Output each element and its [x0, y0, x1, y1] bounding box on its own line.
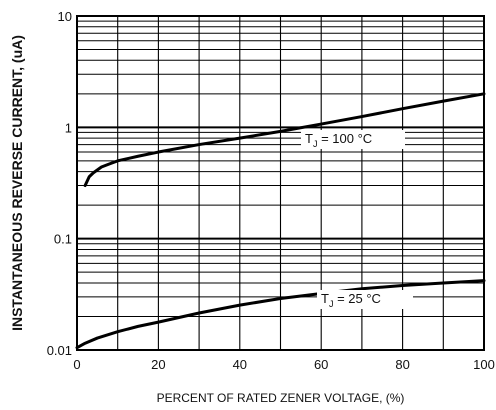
y-tick-label: 1 [65, 120, 72, 135]
y-axis-label: INSTANTANEOUS REVERSE CURRENT, (uA) [9, 35, 25, 331]
annotations: TJ = 100 °C TJ = 25 °C [301, 130, 413, 309]
grid [77, 16, 484, 350]
y-tick-label: 0.1 [54, 232, 72, 247]
x-tick-label: 20 [151, 357, 165, 372]
tick-labels: 0 20 40 60 80 100 0.01 0.1 1 10 [47, 9, 495, 372]
series-label-1: TJ = 100 °C [305, 131, 372, 149]
series-label-background [301, 130, 405, 149]
x-tick-label: 100 [473, 357, 495, 372]
x-tick-label: 80 [395, 357, 409, 372]
y-tick-label: 0.01 [47, 343, 72, 358]
series-group [75, 92, 486, 350]
series-line-1 [83, 92, 486, 188]
series-line-2 [75, 279, 486, 350]
plot-frame [76, 15, 485, 351]
x-tick-label: 60 [314, 357, 328, 372]
x-axis-label: PERCENT OF RATED ZENER VOLTAGE, (%) [157, 391, 405, 405]
series-label-2: TJ = 25 °C [321, 291, 381, 309]
x-tick-label: 0 [73, 357, 80, 372]
x-tick-label: 40 [233, 357, 247, 372]
series-label-background [317, 290, 413, 309]
y-tick-label: 10 [58, 9, 72, 24]
